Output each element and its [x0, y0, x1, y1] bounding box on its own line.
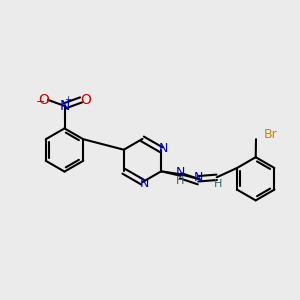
Text: N: N: [194, 171, 203, 184]
Text: O: O: [38, 93, 49, 107]
Text: H: H: [214, 179, 222, 189]
Text: −: −: [35, 97, 45, 107]
Text: N: N: [140, 177, 150, 190]
Text: N: N: [176, 166, 185, 179]
Text: N: N: [59, 99, 70, 113]
Text: O: O: [80, 93, 91, 107]
Text: Br: Br: [264, 128, 278, 141]
Text: N: N: [159, 142, 168, 155]
Text: H: H: [176, 176, 184, 186]
Text: +: +: [64, 95, 71, 104]
